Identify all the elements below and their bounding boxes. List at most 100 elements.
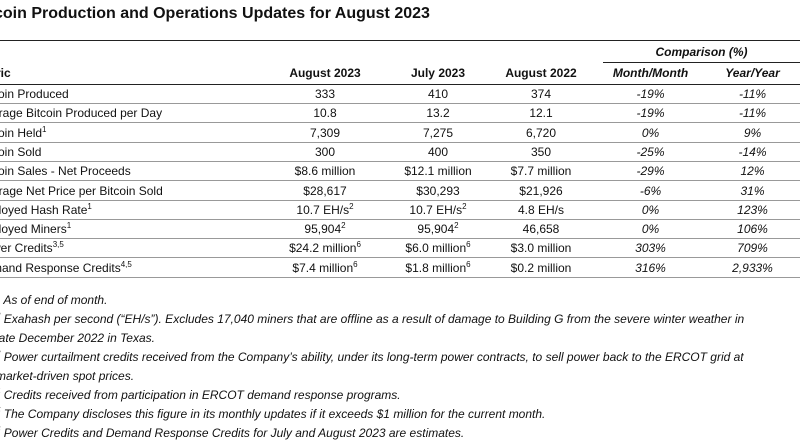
- metric-label: erage Net Price per Bitcoin Sold: [0, 183, 163, 198]
- metric-cell: ployed Miners1: [0, 222, 71, 237]
- august-2022-cell: 4.8 EH/s: [517, 202, 565, 217]
- column-header-july-2023: July 2023: [410, 66, 466, 80]
- august-2023-value: 333: [314, 87, 336, 101]
- row-divider: [0, 218, 800, 220]
- august-2022-cell: 350: [530, 144, 552, 159]
- footnote-text: The Company discloses this figure in its…: [0, 407, 546, 421]
- august-2023-value: $28,617: [303, 183, 347, 198]
- month-month-cell: -19%: [636, 87, 665, 101]
- footnote-ref: 6: [356, 240, 361, 250]
- metric-cell: wer Credits3,5: [0, 241, 64, 256]
- year-year-cell: 12%: [740, 164, 765, 179]
- month-month-cell: 316%: [635, 260, 666, 275]
- august-2022-cell: 46,658: [522, 222, 560, 237]
- row-divider: [0, 238, 800, 240]
- july-2023-value: 410: [427, 87, 449, 101]
- august-2023-cell: $8.6 million: [275, 164, 375, 178]
- month-month-cell: -25%: [636, 144, 665, 159]
- footnote-ref: 2: [462, 201, 467, 211]
- title-divider: [0, 40, 800, 41]
- august-2022-cell: 6,720: [525, 125, 557, 140]
- august-2023-cell: $7.4 million6: [275, 260, 375, 275]
- july-2023-cell: 95,9042: [388, 221, 488, 237]
- july-2023-value: $12.1 million: [404, 164, 472, 179]
- comparison-header: Comparison (%): [655, 45, 748, 59]
- table-row: coin Held1 7,309 7,275 6,720 0% 9%: [0, 124, 800, 143]
- august-2023-cell: $24.2 million6: [275, 240, 375, 256]
- august-2022-cell: $21,926: [519, 183, 563, 198]
- august-2022-cell: $0.2 million: [510, 260, 572, 275]
- table-row: coin Sold 300 400 350 -25% -14%: [0, 143, 800, 162]
- july-2023-cell: 7,275: [388, 126, 488, 140]
- july-2023-value: $6.0 million: [405, 241, 467, 256]
- august-2022-cell: 12.1: [529, 106, 553, 121]
- metric-label: mand Response Credits: [0, 260, 121, 275]
- row-divider: [0, 199, 800, 201]
- column-header-year-year: Year/Year: [725, 66, 780, 80]
- july-2023-value: $1.8 million: [405, 260, 467, 275]
- row-divider: [0, 122, 800, 124]
- footnote-ref: 2: [349, 201, 354, 211]
- row-divider: [0, 276, 800, 278]
- month-month-cell: 0%: [641, 202, 660, 217]
- footnote-line: 2 Exahash per second (“EH/s”). Excludes …: [0, 312, 744, 327]
- metric-cell: erage Net Price per Bitcoin Sold: [0, 184, 163, 198]
- year-year-cell: 2,933%: [732, 260, 773, 275]
- table-row: coin Produced 333 410 374 -19% -11%: [0, 85, 800, 104]
- comparison-divider: [603, 62, 800, 63]
- footnote-ref: 2: [341, 221, 346, 231]
- column-header-month-month: Month/Month: [612, 66, 689, 80]
- table-row: coin Sales - Net Proceeds $8.6 million $12…: [0, 162, 800, 182]
- july-2023-cell: 13.2: [388, 106, 488, 120]
- table-row: mand Response Credits4,5 $7.4 million6 $1.…: [0, 259, 800, 278]
- year-year-cell: -11%: [738, 106, 767, 121]
- table-row: ployed Hash Rate1 10.7 EH/s2 10.7 EH/s2 4.8…: [0, 201, 800, 220]
- august-2022-cell: $3.0 million: [510, 241, 572, 256]
- year-year-cell: 106%: [737, 222, 768, 237]
- august-2023-cell: 333: [275, 87, 375, 101]
- july-2023-cell: 400: [388, 145, 488, 159]
- footnote-text: Power curtailment credits received from …: [0, 350, 744, 364]
- footnote-line: 4 Credits received from participation in…: [0, 388, 401, 403]
- footnote-text: As of end of month.: [0, 293, 108, 307]
- august-2023-value: $7.4 million: [292, 260, 354, 275]
- metric-label: coin Sold: [0, 144, 42, 159]
- metric-cell: mand Response Credits4,5: [0, 259, 132, 275]
- year-year-cell: 31%: [740, 183, 765, 198]
- july-2023-cell: 10.7 EH/s2: [388, 201, 488, 217]
- footnote-line: 5 The Company discloses this figure in i…: [0, 407, 546, 422]
- july-2023-cell: $1.8 million6: [388, 260, 488, 275]
- year-year-cell: -14%: [738, 144, 767, 159]
- metric-label: wer Credits: [0, 241, 53, 256]
- august-2023-cell: 10.7 EH/s2: [275, 201, 375, 217]
- july-2023-value: 13.2: [426, 106, 450, 121]
- august-2022-cell: $7.7 million: [510, 164, 572, 179]
- year-year-cell: 123%: [737, 202, 768, 217]
- footnote-ref: 1: [87, 201, 92, 211]
- metric-label: ployed Miners: [0, 222, 67, 237]
- august-2023-value: 95,904: [304, 222, 342, 237]
- metric-cell: coin Held1: [0, 124, 47, 140]
- august-2023-cell: 95,9042: [275, 221, 375, 237]
- august-2023-value: $24.2 million: [289, 241, 357, 256]
- metric-label: coin Produced: [0, 87, 69, 101]
- footnote-ref: 1: [42, 124, 47, 134]
- metric-label: erage Bitcoin Produced per Day: [0, 106, 163, 121]
- metric-label: coin Sales - Net Proceeds: [0, 164, 131, 179]
- footnote-text: Power Credits and Demand Response Credit…: [0, 426, 465, 440]
- month-month-cell: -29%: [636, 164, 665, 179]
- footnote-line: late December 2022 in Texas.: [0, 331, 155, 345]
- august-2023-value: 10.8: [313, 106, 337, 121]
- footnote-ref: 4,5: [120, 259, 132, 269]
- footnote-line: 3 Power curtailment credits received fro…: [0, 350, 744, 365]
- footnote-line: market-driven spot prices.: [0, 369, 134, 383]
- year-year-cell: 709%: [737, 241, 768, 256]
- metric-cell: erage Bitcoin Produced per Day: [0, 106, 162, 120]
- august-2023-cell: 10.8: [275, 106, 375, 120]
- footnote-ref: 2: [454, 221, 459, 231]
- august-2023-cell: $28,617: [275, 184, 375, 198]
- july-2023-cell: $30,293: [388, 184, 488, 198]
- table-row: erage Net Price per Bitcoin Sold $28,617 $…: [0, 182, 800, 201]
- august-2023-cell: 300: [275, 145, 375, 159]
